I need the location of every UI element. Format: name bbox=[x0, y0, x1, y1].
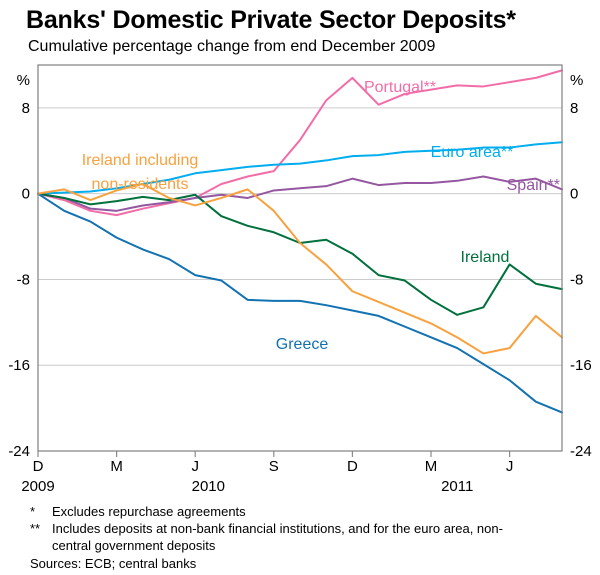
x-axis-month-label: M bbox=[110, 458, 123, 475]
x-axis-month-label: J bbox=[506, 458, 514, 475]
sources-line: Sources: ECB; central banks bbox=[30, 556, 586, 573]
x-axis-month-label: M bbox=[425, 458, 438, 475]
y-axis-label-right: -16 bbox=[570, 357, 592, 374]
series-label-ireland-including: Ireland including bbox=[82, 152, 199, 169]
sources-text: Sources: ECB; central banks bbox=[30, 555, 197, 571]
x-axis-month-label: J bbox=[191, 458, 199, 475]
x-axis-year-label: 2011 bbox=[441, 478, 473, 495]
chart-title: Banks' Domestic Private Sector Deposits* bbox=[26, 6, 516, 34]
plot-border bbox=[37, 64, 563, 452]
chart-svg: 8 8 0 0 -8 -8 -16 -16 -24 -24% % D M J S D M J 2009 2010 201… bbox=[8, 64, 592, 495]
footnote-double-star-marker: ** bbox=[30, 520, 41, 536]
y-axis-label-right: -24 bbox=[570, 443, 592, 460]
series-line-ireland-including-non-residents bbox=[37, 183, 563, 355]
footnote-star: * Excludes repurchase agreements bbox=[30, 504, 586, 521]
y-axis-unit-right: % bbox=[570, 72, 583, 89]
footnote-star-marker: * bbox=[30, 504, 36, 519]
y-axis-label-left: -16 bbox=[8, 357, 30, 374]
x-axis-year-label: 2009 bbox=[21, 478, 54, 495]
y-axis-label-right: 8 bbox=[570, 100, 578, 117]
x-axis-month-label: D bbox=[347, 458, 358, 475]
footnotes: * Excludes repurchase agreements ** Incl… bbox=[0, 500, 600, 573]
series-label-euro-area: Euro area** bbox=[431, 144, 514, 161]
y-axis-label-left: 8 bbox=[22, 100, 30, 117]
y-axis-label-right: 0 bbox=[570, 186, 578, 203]
series-label-portugal: Portugal** bbox=[364, 79, 436, 96]
y-axis-label-left: -24 bbox=[8, 443, 30, 460]
series-label-greece: Greece bbox=[276, 336, 329, 353]
footnote-star-text: Excludes repurchase agreements bbox=[52, 504, 246, 519]
series-label-non-residents: non-residents bbox=[92, 176, 189, 193]
y-axis-label-right: -8 bbox=[570, 271, 583, 288]
series-line-portugal bbox=[37, 69, 563, 217]
x-axis-month-label: D bbox=[33, 458, 44, 475]
series-label-ireland: Ireland bbox=[461, 249, 510, 266]
chart-subtitle: Cumulative percentage change from end De… bbox=[28, 38, 436, 55]
footnote-double-star-text: Includes deposits at non-bank financial … bbox=[52, 520, 503, 553]
series-line-euro-area bbox=[37, 141, 563, 195]
x-axis-year-label: 2010 bbox=[192, 478, 225, 495]
series-line-spain bbox=[37, 175, 563, 212]
footnote-double-star: ** Includes deposits at non-bank financi… bbox=[30, 521, 586, 555]
y-axis-label-left: 0 bbox=[22, 186, 30, 203]
series-line-greece bbox=[37, 192, 563, 414]
y-axis-unit-left: % bbox=[17, 72, 30, 89]
y-axis-label-left: -8 bbox=[17, 271, 30, 288]
series-label-spain: Spain** bbox=[507, 177, 560, 194]
x-axis-month-label: S bbox=[269, 458, 279, 475]
